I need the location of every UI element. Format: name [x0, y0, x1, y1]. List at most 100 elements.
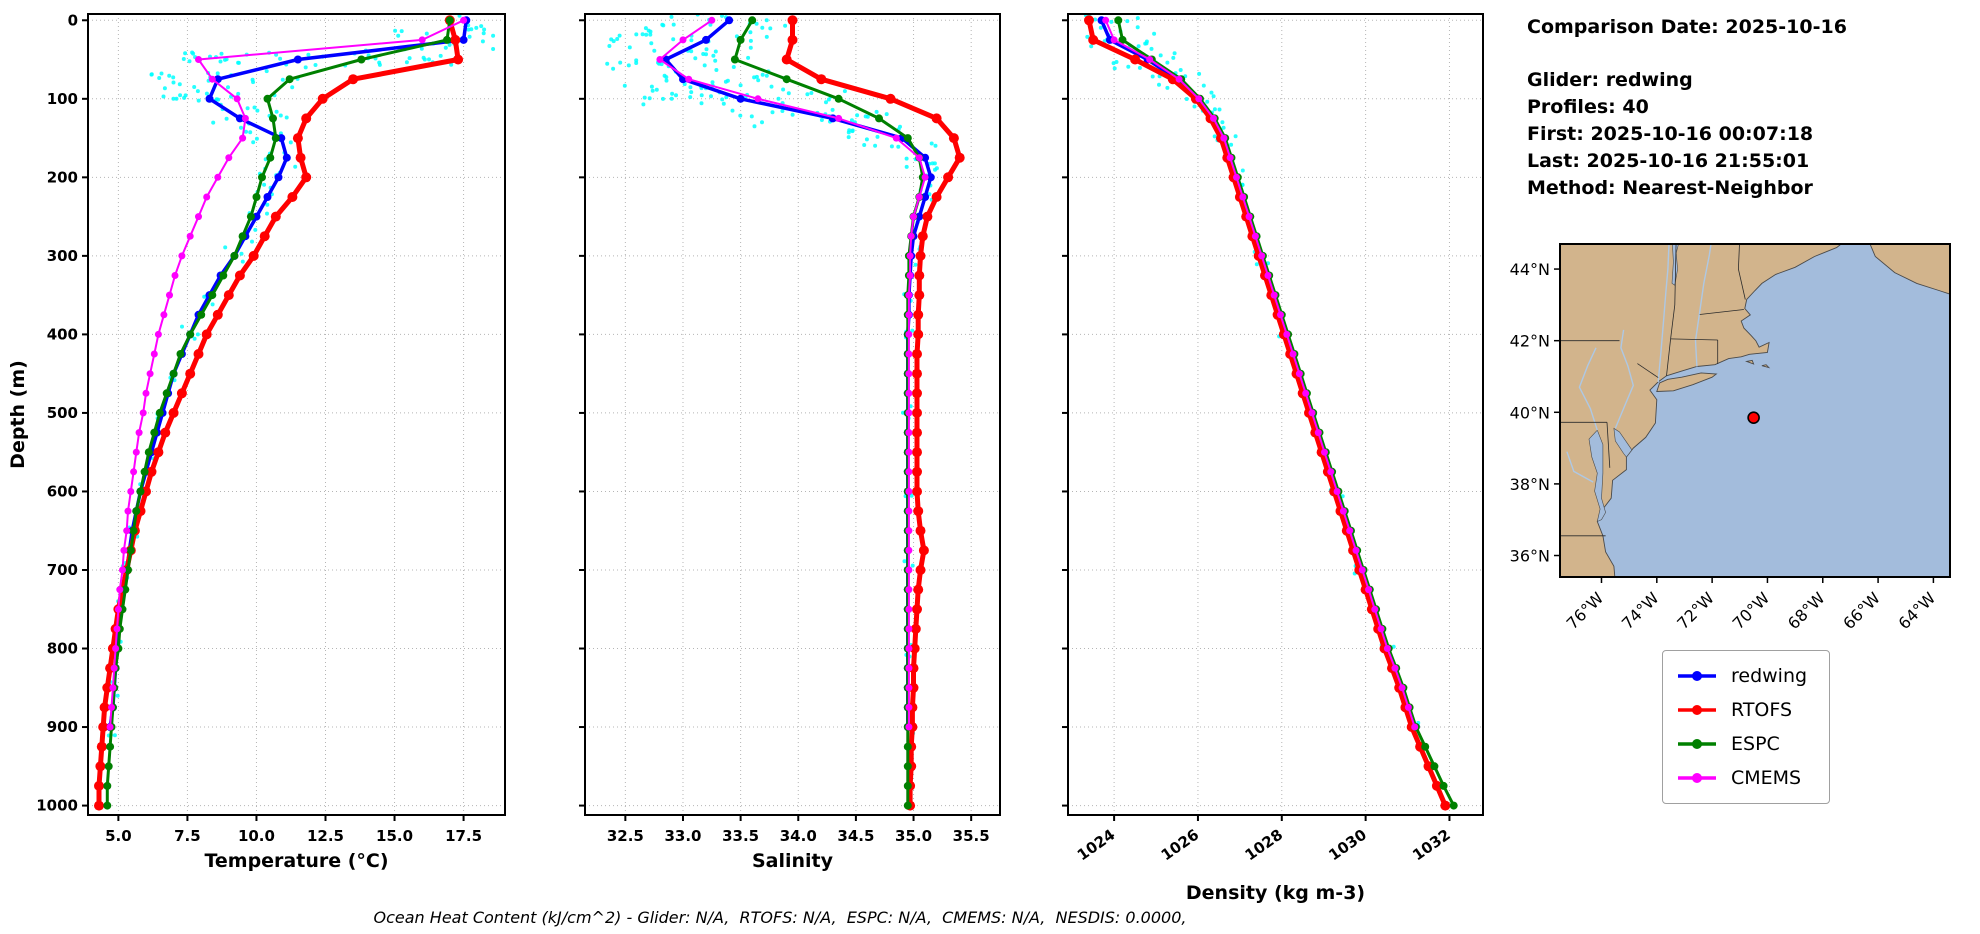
bay-polygon: [1588, 429, 1606, 523]
map-lon-label: 64°W: [1895, 588, 1940, 633]
map-lon-label: 68°W: [1784, 588, 1829, 633]
profiles-count: Profiles: 40: [1527, 96, 1649, 118]
series-line-CMEMS: [109, 19, 465, 728]
profile-plots: 5.0 7.5 10.0 12.5 15.0 17.5 0 100 200 300 400 500 60…: [7, 11, 1484, 904]
comparison-date: Comparison Date: 2025-10-16: [1527, 16, 1847, 38]
salinity-profile-plot: 32.5 33.0 33.5 34.0 34.5 35.0 35.5 Salinity: [579, 13, 1001, 872]
legend-item-RTOFS: RTOFS: [1675, 693, 1807, 727]
svg-text:1028: 1028: [1242, 826, 1287, 865]
ocean-heat-content-caption: Ocean Heat Content (kJ/cm^2) - Glider: N…: [373, 908, 1187, 927]
series-line-redwing: [108, 18, 469, 729]
map-frame: [1559, 243, 1951, 578]
river-line: [1614, 329, 1635, 429]
river-line: [1578, 347, 1598, 431]
svg-text:5.0: 5.0: [105, 827, 132, 845]
svg-text:34.5: 34.5: [837, 827, 874, 845]
svg-text:33.0: 33.0: [664, 827, 701, 845]
svg-text:10.0: 10.0: [238, 827, 275, 845]
land-polygon: [1745, 359, 1755, 365]
info-gap: [1527, 41, 1977, 67]
density-profile-plot: 1024 1026 1028 1030 1032 Density (kg m-3): [1062, 13, 1484, 904]
map-lon-label: 76°W: [1563, 588, 1608, 633]
temperature-data-layer: [94, 14, 496, 811]
legend-label: redwing: [1731, 665, 1808, 687]
series-line-redwing: [1099, 18, 1416, 729]
svg-text:800: 800: [47, 640, 78, 658]
map-lat-label: 42°N: [1510, 332, 1550, 351]
svg-text:1030: 1030: [1325, 826, 1370, 865]
svg-text:7.5: 7.5: [174, 827, 201, 845]
svg-text:15.0: 15.0: [376, 827, 413, 845]
svg-text:200: 200: [47, 168, 78, 186]
density-axis-label: Density (kg m-3): [1186, 882, 1365, 904]
density-data-layer: [1083, 14, 1458, 811]
legend-label: RTOFS: [1731, 699, 1793, 721]
svg-text:12.5: 12.5: [307, 827, 344, 845]
state-border-line: [1606, 422, 1611, 468]
svg-text:700: 700: [47, 561, 78, 579]
svg-text:35.5: 35.5: [953, 827, 990, 845]
legend-item-CMEMS: CMEMS: [1675, 761, 1807, 795]
info-block: Comparison Date: 2025-10-16 Glider: redw…: [1527, 14, 1977, 202]
legend-label: CMEMS: [1731, 767, 1802, 789]
svg-text:500: 500: [47, 404, 78, 422]
svg-text:300: 300: [47, 247, 78, 265]
river-line: [1694, 244, 1712, 367]
state-border-line: [1737, 244, 1746, 300]
temperature-axis-label: Temperature (°C): [204, 850, 388, 872]
legend-item-ESPC: ESPC: [1675, 727, 1807, 761]
series-line-CMEMS: [1104, 19, 1416, 728]
svg-text:1000: 1000: [36, 797, 78, 815]
map-layers: [1560, 244, 1950, 577]
method: Method: Nearest-Neighbor: [1527, 177, 1813, 199]
glider-name: Glider: redwing: [1527, 69, 1693, 91]
state-border-line: [1699, 309, 1744, 315]
series-line-CMEMS: [658, 19, 927, 728]
svg-text:35.0: 35.0: [895, 827, 932, 845]
depth-axis-label: Depth (m): [7, 360, 29, 469]
map-lat-label: 38°N: [1510, 475, 1550, 494]
temperature-profile-plot: 5.0 7.5 10.0 12.5 15.0 17.5 0 100 200 300 400 500 60…: [7, 11, 506, 872]
legend: redwing RTOFS ESPC CMEMS: [1662, 650, 1831, 804]
svg-text:1026: 1026: [1158, 826, 1203, 865]
salinity-axis-label: Salinity: [752, 850, 834, 872]
svg-text:0: 0: [68, 11, 78, 29]
svg-text:17.5: 17.5: [445, 827, 482, 845]
last-profile-time: Last: 2025-10-16 21:55:01: [1527, 150, 1810, 172]
land-polygon: [1761, 364, 1771, 369]
map-lon-label: 72°W: [1673, 588, 1718, 633]
state-border-line: [1637, 363, 1659, 378]
svg-text:400: 400: [47, 325, 78, 343]
map-lat-label: 36°N: [1510, 547, 1550, 566]
svg-text:32.5: 32.5: [607, 827, 644, 845]
legend-marker: [1678, 739, 1716, 749]
map-inset: 44°N 42°N 40°N 38°N 36°N 76°W 74°W 72°W 70°W 68°W…: [1510, 243, 1951, 633]
map-lat-label: 40°N: [1510, 403, 1550, 422]
svg-text:34.0: 34.0: [780, 827, 817, 845]
river-line: [1566, 451, 1594, 483]
state-border-line: [1666, 244, 1677, 376]
state-border-line: [1670, 338, 1718, 341]
legend-item-redwing: redwing: [1675, 659, 1807, 693]
map-lat-label: 44°N: [1510, 260, 1550, 279]
svg-text:600: 600: [47, 482, 78, 500]
series-line-RTOFS: [1086, 17, 1448, 809]
map-lon-label: 70°W: [1729, 588, 1774, 633]
svg-text:100: 100: [47, 90, 78, 108]
legend-marker: [1678, 773, 1716, 783]
first-profile-time: First: 2025-10-16 00:07:18: [1527, 123, 1814, 145]
map-lon-label: 66°W: [1839, 588, 1884, 633]
svg-text:1024: 1024: [1074, 826, 1119, 865]
salinity-data-layer: [605, 14, 965, 811]
legend-marker: [1678, 671, 1716, 681]
svg-text:900: 900: [47, 718, 78, 736]
land-polygon: [1656, 372, 1718, 392]
land-polygon: [1869, 244, 1950, 295]
svg-text:33.5: 33.5: [722, 827, 759, 845]
river-line: [1657, 244, 1670, 382]
legend-marker: [1678, 705, 1716, 715]
map-lon-label: 74°W: [1618, 588, 1663, 633]
glider-location-marker: [1747, 411, 1760, 424]
bay-polygon: [1613, 427, 1633, 458]
